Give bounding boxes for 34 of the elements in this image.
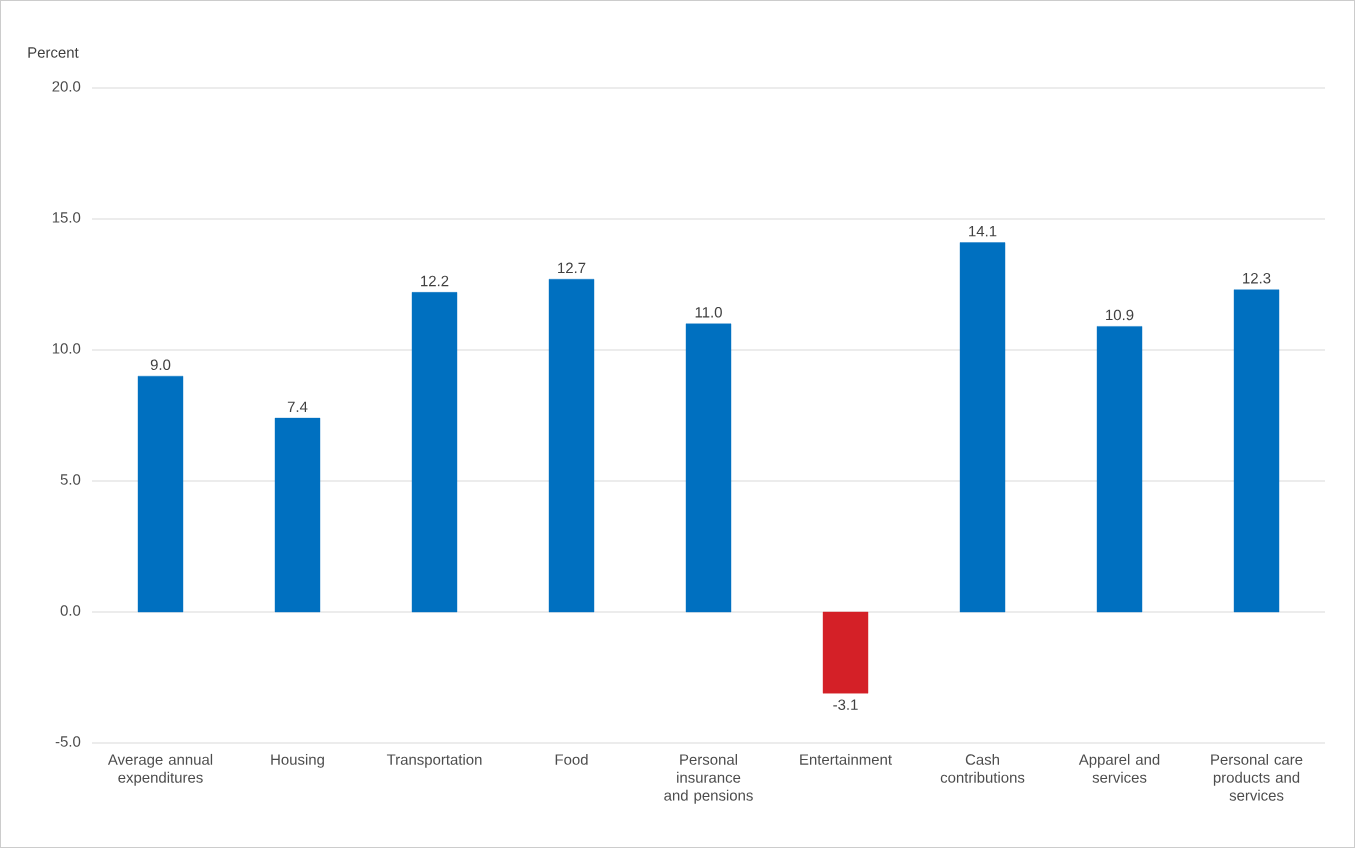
bar	[548, 279, 595, 613]
bar	[1096, 326, 1143, 613]
data-label: 12.7	[558, 262, 586, 274]
data-label: 12.2	[421, 275, 449, 287]
bar	[822, 611, 869, 694]
y-tick-label: 5.0	[60, 474, 81, 485]
bar	[411, 292, 458, 613]
x-tick-label: Personal insurance and pensions	[664, 753, 753, 804]
x-tick-label: Cash contributions	[940, 753, 1025, 783]
y-tick-label: 0.0	[60, 605, 81, 616]
y-axis-title: Percent	[28, 47, 79, 58]
bar	[959, 242, 1006, 613]
bar	[274, 417, 321, 613]
data-label: 14.1	[969, 226, 997, 237]
bar	[685, 323, 732, 613]
bar	[137, 375, 184, 613]
y-tick-label: 15.0	[52, 212, 81, 223]
bar	[1233, 289, 1280, 613]
x-tick-label: Entertainment	[800, 753, 892, 765]
x-tick-label: Food	[555, 753, 588, 765]
y-tick-label: -5.0	[55, 736, 81, 747]
data-label: 11.0	[695, 307, 722, 318]
data-label: -3.1	[833, 699, 858, 710]
y-tick-label: 10.0	[52, 343, 81, 354]
y-tick-label: 20.0	[52, 81, 81, 92]
data-label: 7.4	[287, 401, 308, 412]
data-label: 9.0	[150, 359, 171, 370]
data-label: 10.9	[1106, 309, 1134, 321]
x-tick-label: Average annual expenditures	[107, 753, 213, 786]
x-tick-label: Transportation	[386, 753, 482, 768]
x-tick-label: Apparel and services	[1078, 753, 1160, 783]
data-label: 12.3	[1243, 272, 1271, 284]
x-tick-label: Housing	[271, 753, 324, 768]
x-tick-label: Personal care products and services	[1211, 753, 1303, 801]
